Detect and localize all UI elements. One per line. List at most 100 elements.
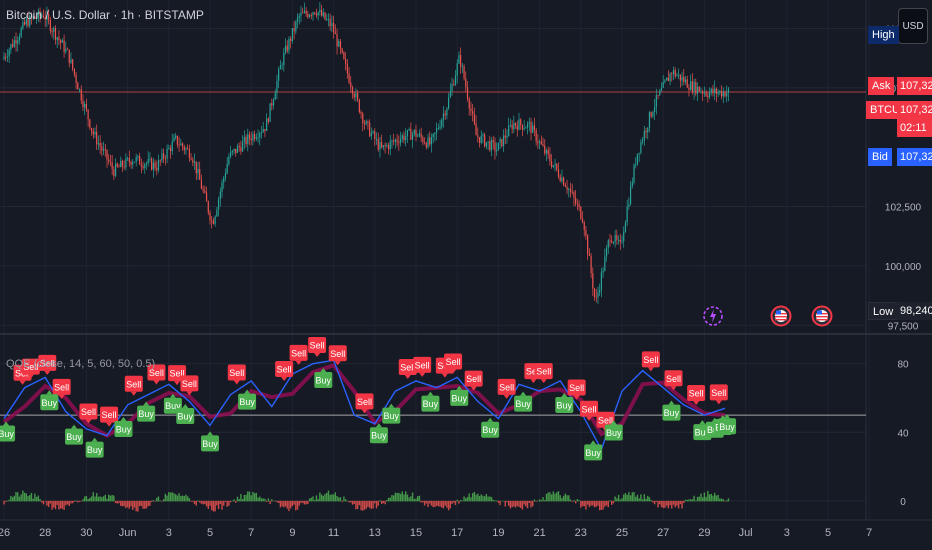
candle-body bbox=[193, 161, 196, 163]
histogram-bar bbox=[150, 500, 153, 502]
svg-text:Sell: Sell bbox=[466, 374, 481, 384]
histogram-bar bbox=[504, 500, 506, 507]
svg-text:Buy: Buy bbox=[719, 422, 735, 432]
histogram-bar bbox=[444, 500, 446, 506]
candle-body bbox=[489, 141, 491, 151]
histogram-bar bbox=[454, 500, 457, 506]
candle-body bbox=[266, 118, 268, 131]
histogram-bar bbox=[389, 497, 391, 502]
histogram-bar bbox=[200, 500, 203, 504]
histogram-bar bbox=[604, 500, 606, 507]
histogram-bar bbox=[475, 494, 477, 502]
buy-signal: Buy bbox=[718, 414, 737, 435]
histogram-bar bbox=[516, 500, 518, 507]
currency-button[interactable]: USD bbox=[898, 8, 928, 44]
candle-body bbox=[247, 134, 249, 145]
candle-body bbox=[223, 177, 225, 183]
histogram-bar bbox=[384, 500, 386, 505]
candle-body bbox=[480, 135, 482, 143]
candle-body bbox=[597, 292, 599, 298]
candle-body bbox=[353, 93, 355, 98]
sell-signal: Sell bbox=[38, 354, 57, 375]
histogram-bar bbox=[585, 500, 587, 510]
candle-body bbox=[230, 151, 232, 157]
candle-body bbox=[15, 40, 17, 44]
histogram-bar bbox=[250, 495, 252, 502]
histogram-bar bbox=[418, 495, 421, 502]
histogram-bar bbox=[664, 500, 666, 508]
candle-body bbox=[453, 84, 455, 86]
svg-text:Sell: Sell bbox=[598, 415, 613, 425]
histogram-bar bbox=[437, 500, 440, 507]
buy-signal: Buy bbox=[0, 421, 16, 442]
histogram-bar bbox=[363, 500, 366, 510]
histogram-bar bbox=[174, 494, 177, 502]
histogram-bar bbox=[320, 494, 323, 502]
histogram-bar bbox=[382, 500, 385, 504]
histogram-bar bbox=[554, 493, 556, 502]
candle-body bbox=[243, 136, 245, 142]
candle-body bbox=[516, 125, 518, 130]
histogram-bar bbox=[135, 500, 137, 512]
time-tick-label: 11 bbox=[328, 527, 339, 539]
candle-body bbox=[176, 135, 178, 145]
histogram-bar bbox=[559, 495, 561, 502]
candle-body bbox=[109, 161, 112, 163]
candle-body bbox=[163, 153, 165, 159]
candle-body bbox=[375, 138, 378, 140]
candle-body bbox=[695, 82, 697, 94]
candle-body bbox=[666, 77, 668, 81]
histogram-bar bbox=[15, 492, 17, 502]
histogram-bar bbox=[312, 496, 314, 502]
us-flag-event-icon-2[interactable] bbox=[811, 305, 833, 327]
histogram-bar bbox=[550, 494, 553, 502]
svg-text:Sell: Sell bbox=[357, 397, 372, 407]
svg-text:Sell: Sell bbox=[310, 341, 325, 351]
histogram-bar bbox=[41, 500, 43, 503]
sell-signal: Sell bbox=[289, 344, 308, 365]
svg-text:Sell: Sell bbox=[149, 368, 164, 378]
us-flag-event-icon[interactable] bbox=[770, 305, 792, 327]
svg-text:Buy: Buy bbox=[695, 428, 711, 438]
histogram-bar bbox=[99, 496, 101, 502]
histogram-bar bbox=[211, 500, 213, 511]
sell-signal: Sell bbox=[308, 337, 327, 358]
candle-body bbox=[99, 143, 101, 147]
candle-body bbox=[164, 158, 166, 160]
histogram-bar bbox=[645, 498, 647, 502]
histogram-bar bbox=[580, 500, 582, 508]
buy-signal: Buy bbox=[114, 417, 133, 438]
histogram-bar bbox=[186, 496, 189, 502]
histogram-bar bbox=[447, 500, 450, 511]
histogram-bar bbox=[387, 497, 390, 502]
candle-body bbox=[526, 123, 529, 128]
candle-body bbox=[406, 130, 409, 137]
histogram-bar bbox=[526, 500, 529, 509]
candle-body bbox=[473, 113, 475, 124]
histogram-bar bbox=[714, 492, 716, 502]
candle-body bbox=[96, 131, 98, 145]
svg-text:Sell: Sell bbox=[40, 358, 55, 368]
candle-body bbox=[293, 28, 295, 32]
last-price-tag: 107,323 bbox=[897, 101, 932, 119]
histogram-bar bbox=[430, 500, 433, 506]
histogram-bar bbox=[283, 500, 285, 508]
candle-body bbox=[75, 74, 77, 83]
candle-body bbox=[571, 191, 573, 193]
candle-body bbox=[593, 288, 596, 297]
buy-signal: Buy bbox=[85, 437, 104, 458]
dividend-event-icon[interactable] bbox=[703, 305, 723, 327]
svg-text:Buy: Buy bbox=[202, 439, 218, 449]
candle-body bbox=[331, 23, 333, 27]
histogram-bar bbox=[288, 500, 290, 512]
candle-body bbox=[617, 239, 620, 241]
candle-body bbox=[278, 69, 280, 81]
histogram-bar bbox=[509, 500, 512, 509]
histogram-bar bbox=[217, 500, 220, 510]
histogram-bar bbox=[399, 493, 402, 502]
candle-body bbox=[499, 138, 501, 143]
time-tick-label: 19 bbox=[492, 527, 504, 539]
svg-text:Sell: Sell bbox=[277, 365, 292, 375]
histogram-bar bbox=[571, 500, 573, 502]
